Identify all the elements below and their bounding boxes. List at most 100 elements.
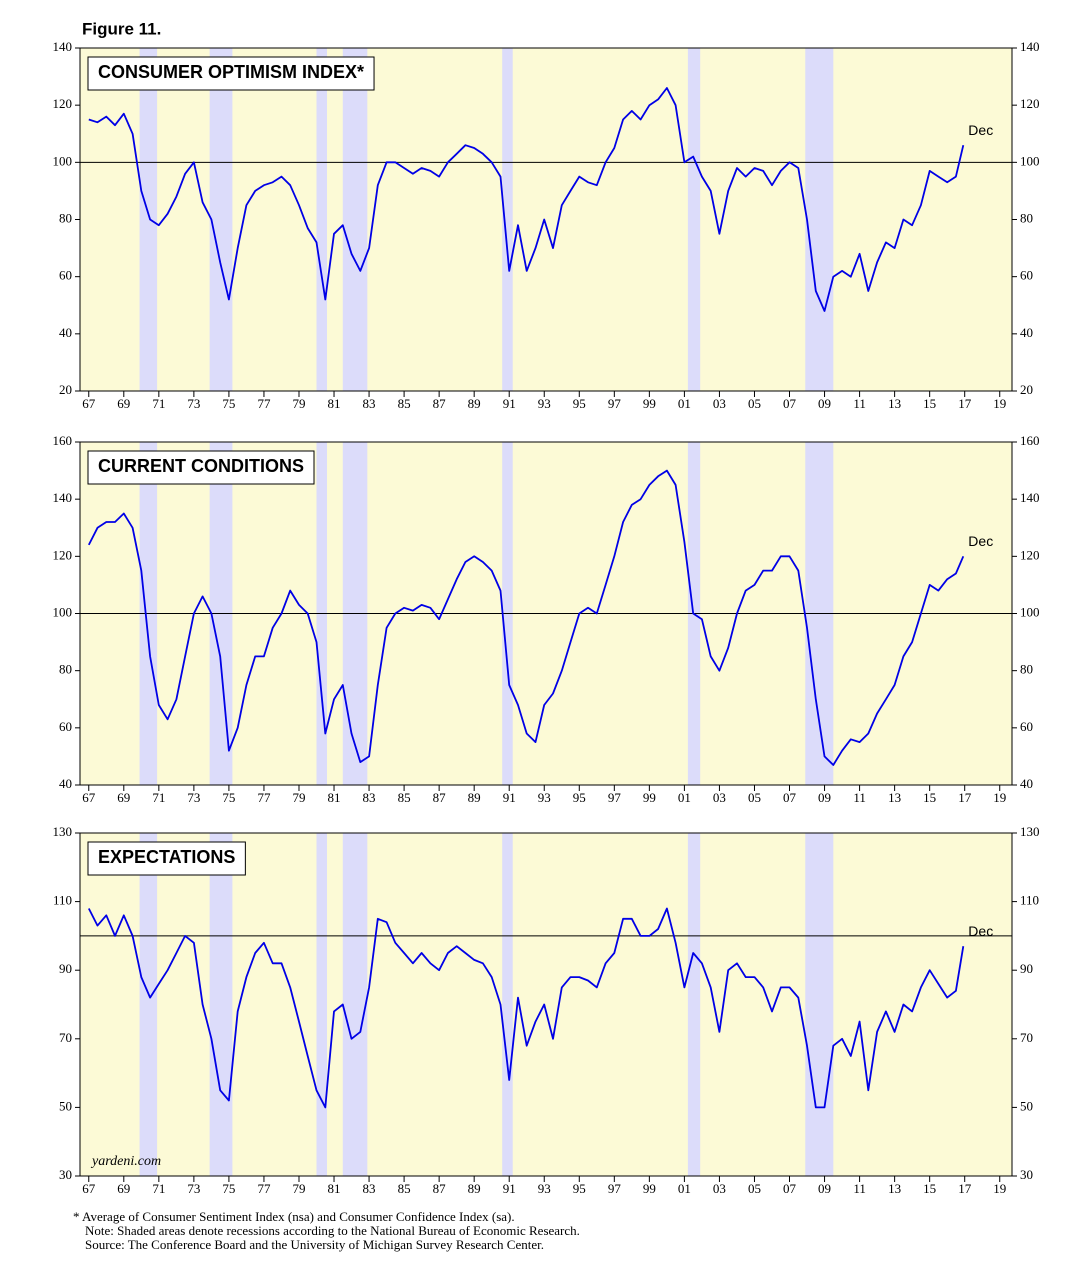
x-tick-label: 07 xyxy=(783,790,797,805)
x-tick-label: 19 xyxy=(993,790,1006,805)
x-tick-label: 11 xyxy=(853,790,866,805)
x-tick-label: 01 xyxy=(678,790,691,805)
x-tick-label: 05 xyxy=(748,1181,761,1196)
x-tick-label: 85 xyxy=(398,790,411,805)
x-tick-label: 95 xyxy=(573,790,586,805)
y-tick-label: 90 xyxy=(1020,961,1033,976)
x-tick-label: 89 xyxy=(468,790,481,805)
x-tick-label: 83 xyxy=(363,1181,376,1196)
x-tick-label: 91 xyxy=(503,790,516,805)
y-tick-label: 80 xyxy=(1020,662,1033,677)
x-tick-label: 09 xyxy=(818,1181,831,1196)
x-tick-label: 03 xyxy=(713,1181,726,1196)
x-tick-label: 15 xyxy=(923,396,936,411)
x-tick-label: 77 xyxy=(257,396,271,411)
x-tick-label: 71 xyxy=(152,396,165,411)
x-tick-label: 81 xyxy=(328,790,341,805)
chart-title: CURRENT CONDITIONS xyxy=(98,456,304,476)
x-tick-label: 13 xyxy=(888,1181,901,1196)
x-tick-label: 83 xyxy=(363,790,376,805)
x-tick-label: 75 xyxy=(222,1181,235,1196)
x-tick-label: 95 xyxy=(573,1181,586,1196)
title-box: CONSUMER OPTIMISM INDEX* xyxy=(87,56,375,91)
y-tick-label: 140 xyxy=(1020,39,1040,54)
plot-background xyxy=(80,48,1012,391)
footnote: Note: Shaded areas denote recessions acc… xyxy=(85,1223,580,1238)
title-box-frame xyxy=(87,841,246,876)
x-tick-label: 15 xyxy=(923,1181,936,1196)
x-tick-label: 99 xyxy=(643,790,656,805)
y-tick-label: 130 xyxy=(53,824,73,839)
title-box-frame xyxy=(87,56,375,91)
x-tick-label: 11 xyxy=(853,1181,866,1196)
x-tick-label: 69 xyxy=(117,1181,130,1196)
y-tick-label: 20 xyxy=(59,382,72,397)
y-tick-label: 30 xyxy=(59,1167,72,1182)
x-tick-label: 73 xyxy=(187,1181,200,1196)
recession-band xyxy=(139,48,158,391)
x-tick-label: 67 xyxy=(82,396,96,411)
recession-band xyxy=(342,48,368,391)
y-tick-label: 100 xyxy=(1020,153,1040,168)
title-box-frame xyxy=(87,450,315,485)
y-tick-label: 50 xyxy=(59,1098,72,1113)
recession-band xyxy=(316,833,328,1176)
chart-title: CONSUMER OPTIMISM INDEX* xyxy=(98,62,364,82)
x-tick-label: 79 xyxy=(292,1181,305,1196)
y-tick-label: 40 xyxy=(1020,325,1033,340)
x-tick-label: 73 xyxy=(187,790,200,805)
y-tick-label: 100 xyxy=(53,604,73,619)
x-tick-label: 93 xyxy=(538,1181,551,1196)
y-tick-label: 60 xyxy=(59,268,72,283)
recession-band xyxy=(805,833,834,1176)
x-tick-label: 01 xyxy=(678,396,691,411)
x-tick-label: 93 xyxy=(538,790,551,805)
x-tick-label: 17 xyxy=(958,396,972,411)
x-tick-label: 03 xyxy=(713,790,726,805)
y-tick-label: 140 xyxy=(1020,490,1040,505)
x-tick-label: 99 xyxy=(643,1181,656,1196)
chart-title: EXPECTATIONS xyxy=(98,847,235,867)
x-tick-label: 91 xyxy=(503,396,516,411)
x-tick-label: 99 xyxy=(643,396,656,411)
x-tick-label: 67 xyxy=(82,1181,96,1196)
x-tick-label: 11 xyxy=(853,396,866,411)
x-tick-label: 71 xyxy=(152,1181,165,1196)
x-tick-label: 69 xyxy=(117,396,130,411)
x-tick-label: 75 xyxy=(222,790,235,805)
x-tick-label: 83 xyxy=(363,396,376,411)
y-tick-label: 120 xyxy=(1020,547,1040,562)
recession-band xyxy=(805,48,834,391)
x-tick-label: 73 xyxy=(187,396,200,411)
plot-frame xyxy=(79,47,1013,392)
plot-frame xyxy=(79,832,1013,1177)
x-tick-label: 17 xyxy=(958,1181,972,1196)
y-tick-label: 110 xyxy=(1020,893,1039,908)
x-tick-label: 71 xyxy=(152,790,165,805)
y-tick-label: 80 xyxy=(59,210,72,225)
x-tick-label: 13 xyxy=(888,790,901,805)
x-tick-label: 01 xyxy=(678,1181,691,1196)
data-line xyxy=(88,87,965,312)
recession-band xyxy=(316,48,328,391)
x-tick-label: 97 xyxy=(608,396,622,411)
y-tick-label: 80 xyxy=(59,662,72,677)
y-tick-label: 80 xyxy=(1020,210,1033,225)
x-tick-label: 87 xyxy=(433,790,447,805)
x-tick-label: 69 xyxy=(117,790,130,805)
recession-band xyxy=(502,833,513,1176)
x-tick-label: 81 xyxy=(328,1181,341,1196)
x-tick-label: 05 xyxy=(748,790,761,805)
x-tick-label: 89 xyxy=(468,396,481,411)
figure-title: Figure 11. xyxy=(82,19,161,38)
annotation: Dec xyxy=(968,122,993,138)
annotation: Dec xyxy=(968,533,993,549)
x-tick-label: 05 xyxy=(748,396,761,411)
x-tick-label: 85 xyxy=(398,1181,411,1196)
y-tick-label: 100 xyxy=(53,153,73,168)
recession-band xyxy=(209,48,233,391)
x-tick-label: 17 xyxy=(958,790,972,805)
x-tick-label: 03 xyxy=(713,396,726,411)
y-tick-label: 30 xyxy=(1020,1167,1033,1182)
